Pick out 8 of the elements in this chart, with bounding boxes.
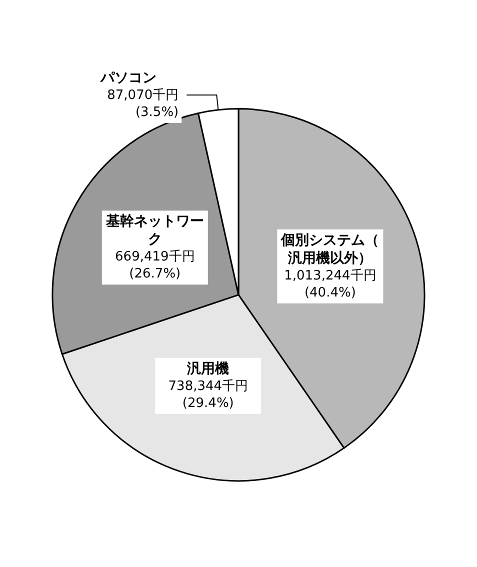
slice-label: 個別システム（汎用機以外） — [280, 232, 380, 266]
slice-label: パソコン — [100, 70, 157, 86]
slice-label: 基幹ネットワーク — [104, 214, 204, 248]
data-label: 669,419千円 (26.7%) — [115, 250, 195, 282]
data-label: 738,344千円 (29.4%) — [168, 378, 248, 411]
slice-label: 汎用機 — [186, 360, 230, 377]
data-label: 1,013,244千円 (40.4%) — [284, 268, 376, 300]
data-label: 87,070千円 (3.5%) — [107, 88, 179, 120]
